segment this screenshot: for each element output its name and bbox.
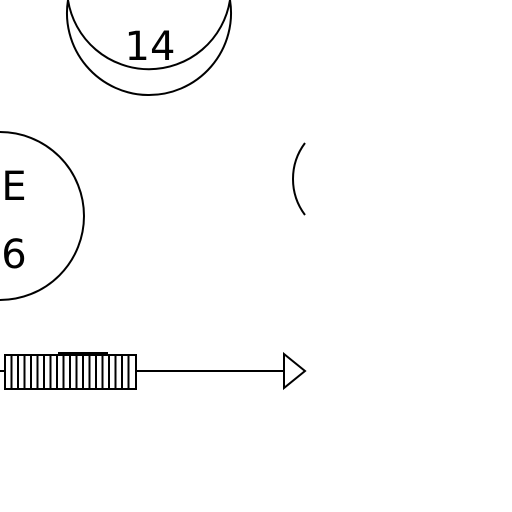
node-right-partial (292, 142, 306, 216)
node-right-partial-arc (292, 142, 306, 216)
hatch-lines (10, 355, 130, 389)
arrowhead-icon (283, 351, 307, 391)
node-left-outline (0, 131, 85, 301)
node-left: E 6 (0, 131, 85, 301)
node-top-outline (65, 0, 233, 97)
node-top: 14 (65, 0, 233, 97)
node-top-label: 14 (125, 24, 176, 70)
node-left-label-bottom: 6 (1, 232, 26, 278)
node-left-label-top: E (1, 164, 26, 210)
connector (0, 351, 307, 391)
